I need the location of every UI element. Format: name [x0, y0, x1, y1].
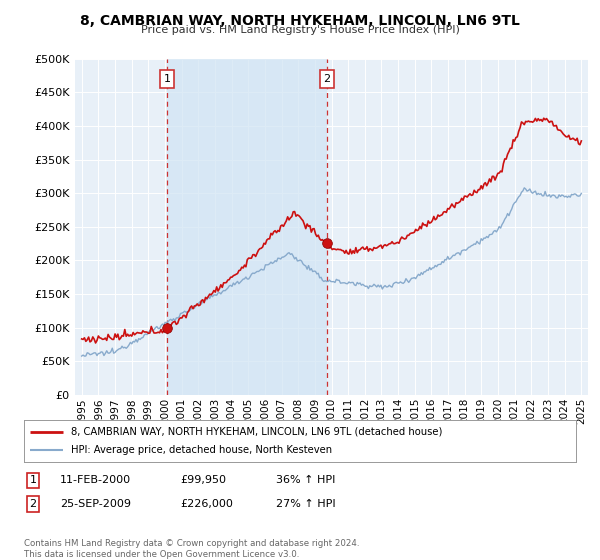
Text: 8, CAMBRIAN WAY, NORTH HYKEHAM, LINCOLN, LN6 9TL (detached house): 8, CAMBRIAN WAY, NORTH HYKEHAM, LINCOLN,… [71, 427, 442, 437]
Text: Contains HM Land Registry data © Crown copyright and database right 2024.
This d: Contains HM Land Registry data © Crown c… [24, 539, 359, 559]
Text: HPI: Average price, detached house, North Kesteven: HPI: Average price, detached house, Nort… [71, 445, 332, 455]
Bar [167, 59, 327, 395]
Text: £226,000: £226,000 [180, 499, 233, 509]
Text: 8, CAMBRIAN WAY, NORTH HYKEHAM, LINCOLN, LN6 9TL: 8, CAMBRIAN WAY, NORTH HYKEHAM, LINCOLN,… [80, 14, 520, 28]
Text: Price paid vs. HM Land Registry's House Price Index (HPI): Price paid vs. HM Land Registry's House … [140, 25, 460, 35]
Text: 25-SEP-2009: 25-SEP-2009 [60, 499, 131, 509]
Text: 36% ↑ HPI: 36% ↑ HPI [276, 475, 335, 486]
Text: 2: 2 [29, 499, 37, 509]
Text: £99,950: £99,950 [180, 475, 226, 486]
Text: 27% ↑ HPI: 27% ↑ HPI [276, 499, 335, 509]
Text: 1: 1 [29, 475, 37, 486]
Text: 11-FEB-2000: 11-FEB-2000 [60, 475, 131, 486]
Text: 1: 1 [163, 74, 170, 84]
Text: 2: 2 [323, 74, 331, 84]
